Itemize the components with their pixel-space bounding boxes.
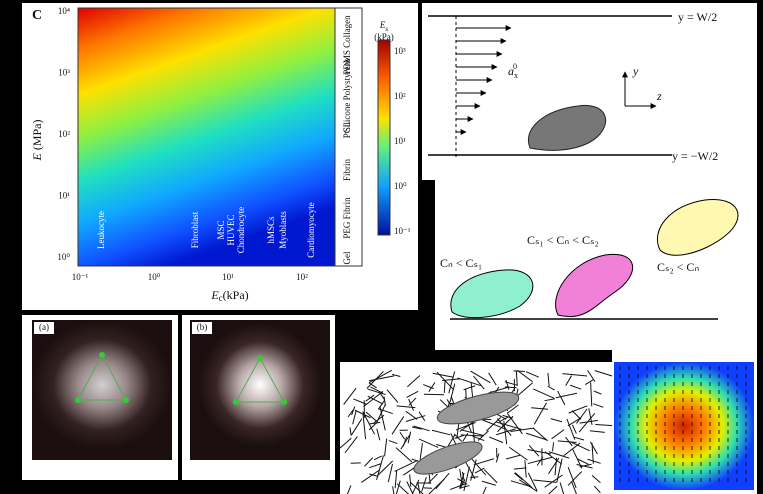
bottom-label: y = −W/2: [672, 149, 718, 163]
axis-z-label: z: [656, 89, 662, 103]
axis-y-label: y: [632, 64, 639, 78]
x-tick-label: 10⁰: [148, 272, 161, 282]
y-axis-label: E (MPa): [30, 119, 44, 161]
y-tick-label: 10⁴: [58, 6, 70, 16]
glow: [198, 323, 322, 447]
substrate: PDMS Collagen: [342, 15, 352, 75]
glow: [32, 320, 172, 450]
x-tick-label: 10¹: [222, 272, 234, 282]
cell-type: hMSCs: [266, 216, 276, 244]
velocity-label: ax0: [508, 62, 518, 80]
colorbar-tick-label: 10²: [394, 91, 406, 101]
cell-type: Chondrocyte: [236, 207, 246, 254]
heat-image: [614, 362, 754, 490]
cell-type: Fibroblast: [190, 211, 200, 248]
panel-label: C: [32, 8, 42, 23]
figure: C Es(kPa) Ec(kPa) E (MPa) y = W/2 y = −W…: [0, 0, 763, 494]
x-axis-label: Ec(kPa): [210, 288, 248, 303]
y-tick-label: 10²: [58, 129, 70, 139]
cell-type: HUVEC: [226, 215, 236, 246]
colorbar: [378, 40, 390, 235]
y-tick-label: 10⁰: [57, 252, 70, 262]
colorbar-tick-label: 10¹: [394, 136, 406, 146]
cell-type: MSC: [216, 220, 226, 239]
top-label: y = W/2: [678, 10, 717, 24]
condition: Cₛ₁ < Cₙ < Cₛ₂: [527, 233, 599, 247]
cell-type: Cardiomyocyte: [306, 202, 316, 258]
y-tick-label: 10³: [58, 68, 70, 78]
colorbar-tick-label: 10³: [394, 46, 406, 56]
heatmap: [78, 8, 335, 266]
substrate: Gel: [342, 251, 352, 264]
condition: Cₛ₂ < Cₙ: [657, 260, 699, 274]
condition: Cₙ < Cₛ₁: [440, 256, 482, 270]
cell-type: Myoblasts: [278, 211, 288, 249]
x-tick-label: 10²: [296, 272, 308, 282]
colorbar-tick-label: 10⁻¹: [394, 226, 411, 236]
colorbar-tick-label: 10⁰: [394, 181, 407, 191]
pattern-label: (b): [197, 322, 208, 332]
substrate: PEG Fibrin: [342, 197, 352, 239]
y-tick-label: 10¹: [58, 191, 70, 201]
pattern-label: (a): [39, 322, 49, 332]
cell-type: Leukocyte: [96, 211, 106, 249]
substrate: Fibrin: [342, 159, 352, 182]
x-tick-label: 10⁻¹: [72, 272, 89, 282]
